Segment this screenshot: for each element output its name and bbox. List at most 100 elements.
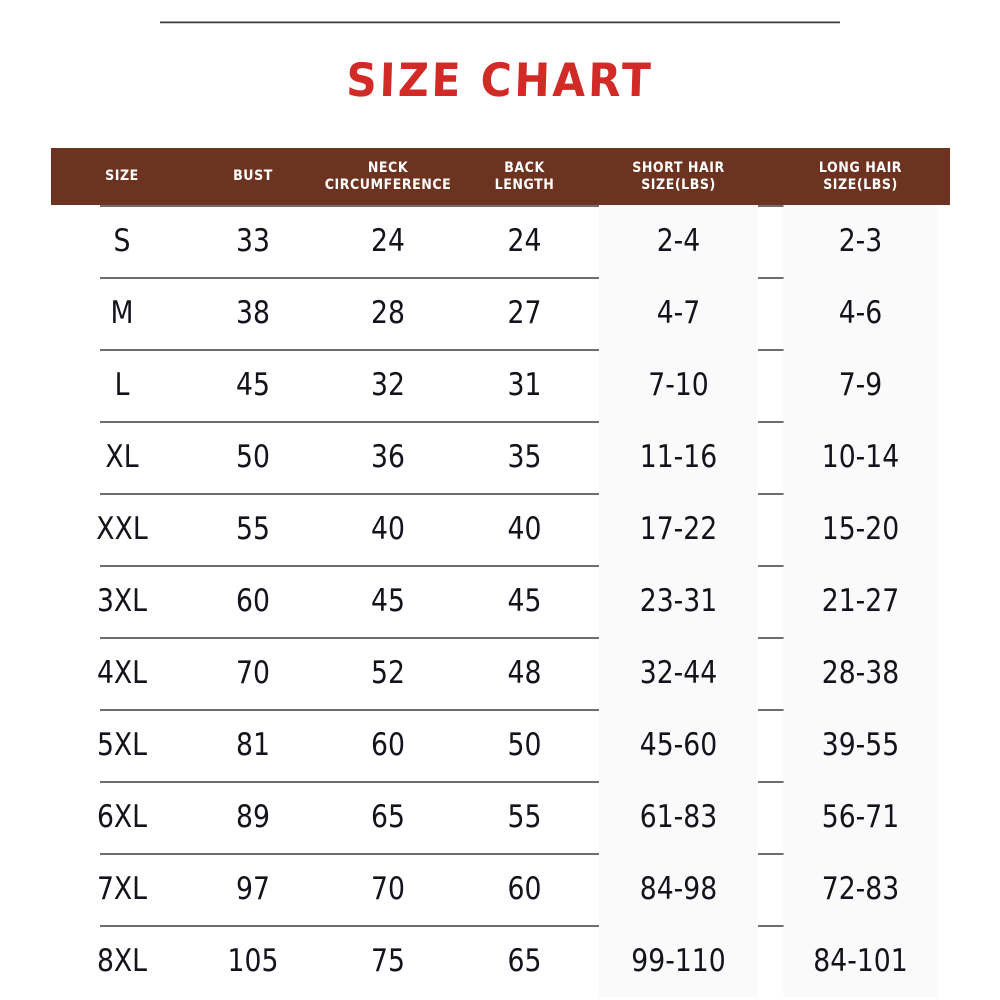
table-row: XXL 55 40 40 17-22 15-20 bbox=[51, 493, 950, 565]
row-divider bbox=[100, 853, 900, 855]
page-title-container: SIZE CHART bbox=[0, 53, 1000, 107]
cell-long-hair-size: 15-20 bbox=[783, 493, 938, 565]
column-header-bust: BUST bbox=[233, 168, 273, 184]
column-header-long-hair-size: LONG HAIR SIZE(LBS) bbox=[818, 159, 903, 193]
size-chart-table: SIZE BUST NECK CIRCUMFERENCE BACK LENGTH… bbox=[51, 148, 950, 997]
column-header-neck-circumference: NECK CIRCUMFERENCE bbox=[324, 159, 452, 193]
row-divider bbox=[100, 925, 900, 927]
cell-short-hair-size: 45-60 bbox=[598, 709, 759, 781]
cell-long-hair-size: 21-27 bbox=[783, 565, 938, 637]
cell-back-length: 35 bbox=[507, 439, 542, 475]
cell-back-length: 50 bbox=[507, 727, 542, 763]
cell-size: XL bbox=[105, 439, 139, 475]
cell-short-hair-size: 84-98 bbox=[598, 853, 759, 925]
table-row: 7XL 97 70 60 84-98 72-83 bbox=[51, 853, 950, 925]
cell-size: 7XL bbox=[96, 871, 148, 907]
cell-size: 5XL bbox=[96, 727, 148, 763]
cell-bust: 97 bbox=[236, 871, 270, 907]
column-header-size: SIZE bbox=[105, 168, 139, 184]
cell-short-hair-size: 61-83 bbox=[598, 781, 759, 853]
cell-bust: 89 bbox=[236, 799, 270, 835]
cell-short-hair-size: 17-22 bbox=[598, 493, 759, 565]
cell-short-hair-size: 2-4 bbox=[598, 205, 759, 277]
row-divider bbox=[100, 277, 900, 279]
cell-long-hair-size: 56-71 bbox=[783, 781, 938, 853]
cell-long-hair-size: 39-55 bbox=[783, 709, 938, 781]
cell-bust: 60 bbox=[236, 583, 270, 619]
cell-long-hair-size: 72-83 bbox=[783, 853, 938, 925]
cell-size: 8XL bbox=[96, 943, 148, 979]
cell-long-hair-size: 7-9 bbox=[783, 349, 938, 421]
page-title: SIZE CHART bbox=[345, 53, 655, 107]
cell-long-hair-size: 84-101 bbox=[783, 925, 938, 997]
cell-back-length: 65 bbox=[507, 943, 542, 979]
cell-long-hair-size: 28-38 bbox=[783, 637, 938, 709]
row-divider bbox=[100, 637, 900, 639]
cell-size: L bbox=[114, 367, 130, 403]
row-divider bbox=[100, 565, 900, 567]
table-header-row: SIZE BUST NECK CIRCUMFERENCE BACK LENGTH… bbox=[51, 148, 950, 205]
row-divider bbox=[100, 349, 900, 351]
cell-short-hair-size: 4-7 bbox=[598, 277, 759, 349]
cell-size: XXL bbox=[96, 511, 148, 547]
cell-short-hair-size: 11-16 bbox=[598, 421, 759, 493]
cell-size: S bbox=[113, 223, 131, 259]
cell-bust: 70 bbox=[236, 655, 270, 691]
row-divider bbox=[100, 493, 900, 495]
cell-size: 6XL bbox=[96, 799, 148, 835]
table-row: 6XL 89 65 55 61-83 56-71 bbox=[51, 781, 950, 853]
cell-bust: 38 bbox=[236, 295, 270, 331]
cell-neck-circumference: 52 bbox=[371, 655, 405, 691]
cell-bust: 33 bbox=[236, 223, 270, 259]
cell-bust: 81 bbox=[236, 727, 270, 763]
cell-bust: 105 bbox=[227, 943, 279, 979]
table-row: S 33 24 24 2-4 2-3 bbox=[51, 205, 950, 277]
cell-short-hair-size: 23-31 bbox=[598, 565, 759, 637]
column-header-short-hair-size: SHORT HAIR SIZE(LBS) bbox=[632, 159, 725, 193]
table-row: 8XL 105 75 65 99-110 84-101 bbox=[51, 925, 950, 997]
table-row: 4XL 70 52 48 32-44 28-38 bbox=[51, 637, 950, 709]
cell-short-hair-size: 32-44 bbox=[598, 637, 759, 709]
table-row: 3XL 60 45 45 23-31 21-27 bbox=[51, 565, 950, 637]
cell-neck-circumference: 24 bbox=[371, 223, 405, 259]
table-row: XL 50 36 35 11-16 10-14 bbox=[51, 421, 950, 493]
table-row: 5XL 81 60 50 45-60 39-55 bbox=[51, 709, 950, 781]
cell-back-length: 31 bbox=[507, 367, 542, 403]
cell-neck-circumference: 65 bbox=[371, 799, 405, 835]
cell-neck-circumference: 36 bbox=[371, 439, 405, 475]
column-header-back-length: BACK LENGTH bbox=[494, 159, 555, 193]
cell-bust: 45 bbox=[236, 367, 270, 403]
cell-short-hair-size: 99-110 bbox=[598, 925, 759, 997]
cell-neck-circumference: 60 bbox=[371, 727, 405, 763]
table-row: L 45 32 31 7-10 7-9 bbox=[51, 349, 950, 421]
cell-back-length: 55 bbox=[507, 799, 542, 835]
cell-size: 3XL bbox=[96, 583, 148, 619]
cell-back-length: 27 bbox=[507, 295, 542, 331]
row-divider bbox=[100, 781, 900, 783]
cell-neck-circumference: 40 bbox=[371, 511, 405, 547]
cell-long-hair-size: 4-6 bbox=[783, 277, 938, 349]
cell-size: M bbox=[110, 295, 134, 331]
cell-back-length: 40 bbox=[507, 511, 542, 547]
row-divider bbox=[100, 205, 900, 207]
cell-neck-circumference: 75 bbox=[371, 943, 405, 979]
row-divider bbox=[100, 709, 900, 711]
cell-short-hair-size: 7-10 bbox=[598, 349, 759, 421]
cell-back-length: 60 bbox=[507, 871, 542, 907]
cell-back-length: 45 bbox=[507, 583, 542, 619]
row-divider bbox=[100, 421, 900, 423]
cell-size: 4XL bbox=[96, 655, 148, 691]
cell-neck-circumference: 32 bbox=[371, 367, 405, 403]
cell-back-length: 48 bbox=[507, 655, 542, 691]
cell-back-length: 24 bbox=[507, 223, 542, 259]
cell-bust: 55 bbox=[236, 511, 270, 547]
cell-long-hair-size: 10-14 bbox=[783, 421, 938, 493]
top-divider-rule bbox=[160, 21, 840, 24]
cell-neck-circumference: 70 bbox=[371, 871, 405, 907]
cell-neck-circumference: 28 bbox=[371, 295, 405, 331]
cell-long-hair-size: 2-3 bbox=[783, 205, 938, 277]
table-row: M 38 28 27 4-7 4-6 bbox=[51, 277, 950, 349]
cell-neck-circumference: 45 bbox=[371, 583, 405, 619]
cell-bust: 50 bbox=[236, 439, 270, 475]
